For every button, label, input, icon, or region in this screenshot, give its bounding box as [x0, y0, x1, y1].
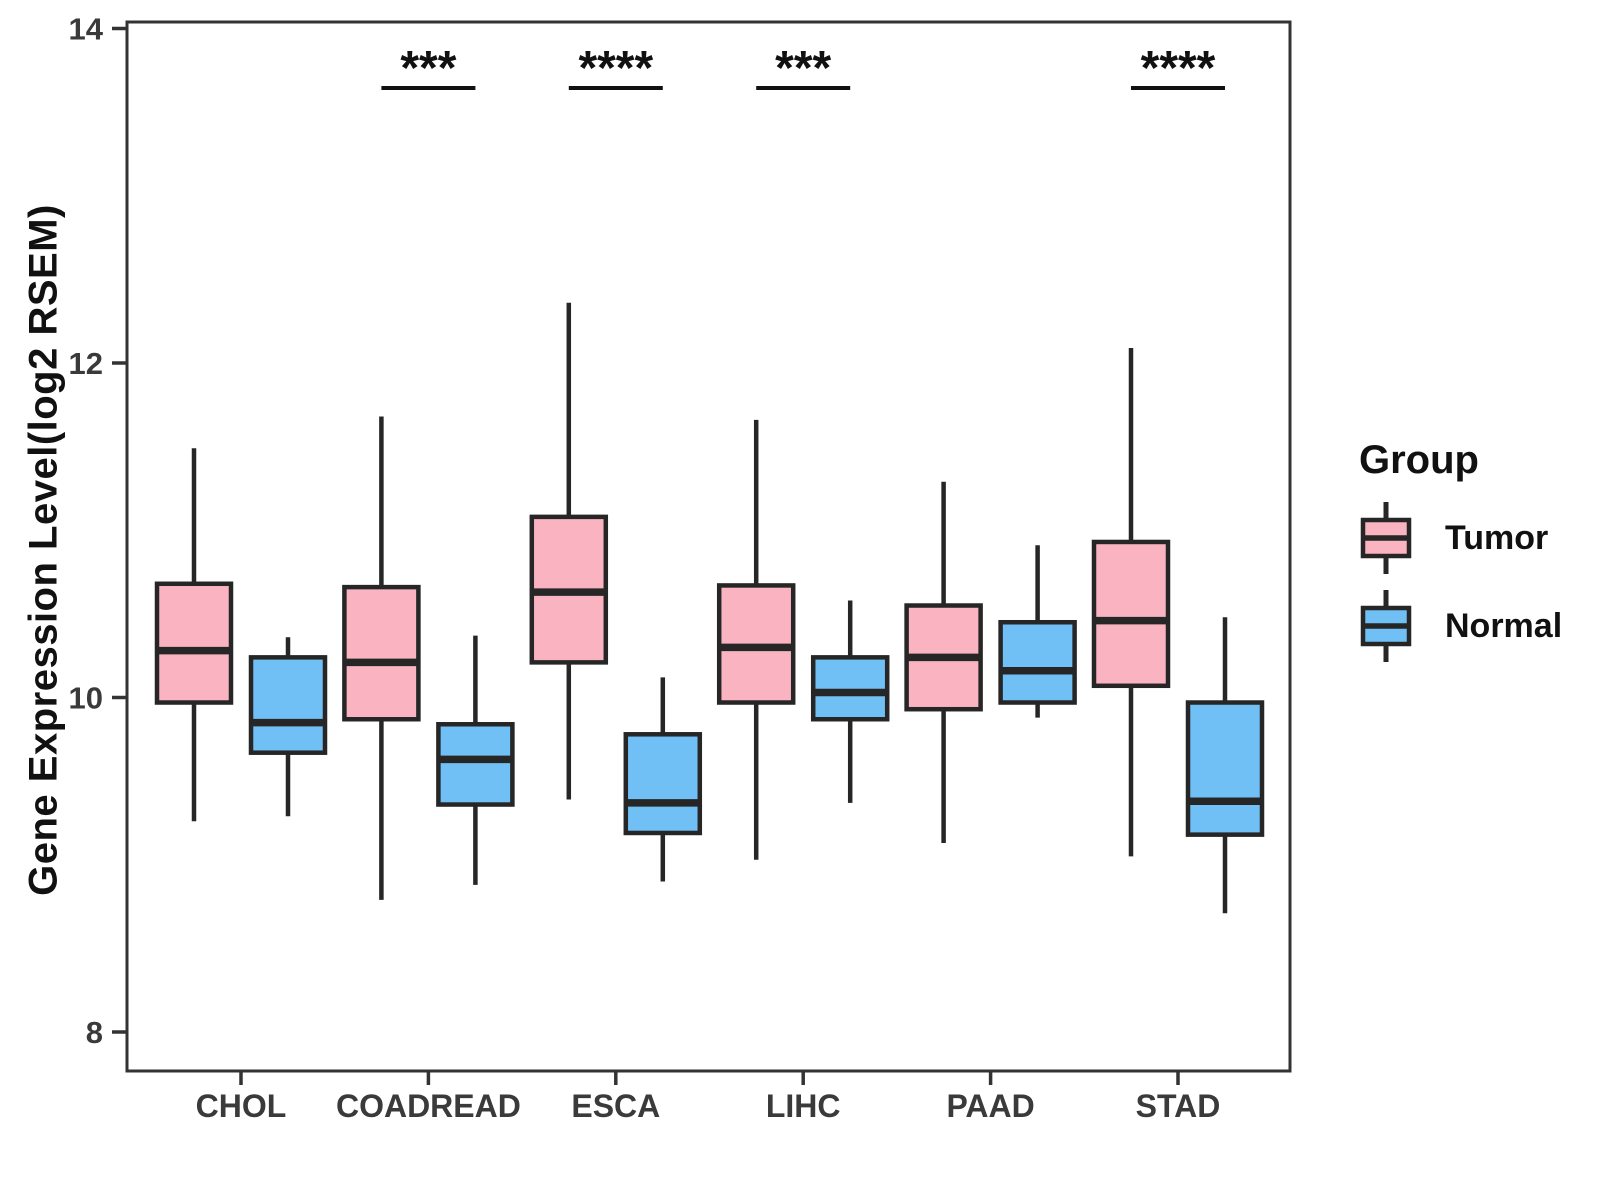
y-tick-label: 10 — [69, 681, 103, 716]
legend-item-normal: Normal — [1355, 587, 1562, 665]
tumor-boxplot-glyph — [1360, 502, 1412, 574]
y-tick-label: 14 — [69, 12, 104, 47]
box-tumor-COADREAD — [342, 584, 421, 722]
legend-item-tumor: Tumor — [1355, 499, 1562, 577]
box-normal-COADREAD — [436, 722, 515, 807]
x-tick-label: STAD — [1136, 1088, 1221, 1124]
x-tick-label: COADREAD — [336, 1088, 521, 1124]
box-normal-LIHC — [810, 655, 890, 722]
x-tick-label: PAAD — [946, 1088, 1034, 1124]
box-normal-PAAD — [998, 619, 1077, 705]
y-tick-label: 8 — [86, 1015, 103, 1050]
box-normal-STAD — [1185, 700, 1265, 837]
x-tick-label: CHOL — [196, 1088, 287, 1124]
box-tumor-STAD — [1091, 539, 1171, 689]
normal-boxplot-glyph — [1360, 590, 1412, 662]
legend-title: Group — [1359, 438, 1479, 482]
legend: Group Tumor Normal — [1355, 438, 1562, 675]
box-normal-ESCA — [623, 732, 703, 836]
box-normal-CHOL — [248, 655, 328, 755]
y-tick-label: 12 — [69, 346, 103, 381]
box-tumor-CHOL — [154, 581, 234, 705]
x-tick-label: LIHC — [766, 1088, 841, 1124]
y-axis-title: Gene Expression Level(log2 RSEM) — [21, 204, 66, 896]
plot-panel-border — [125, 20, 1292, 1073]
x-tick-label: ESCA — [571, 1088, 660, 1124]
legend-label-tumor: Tumor — [1445, 518, 1549, 557]
legend-label-normal: Normal — [1445, 606, 1563, 645]
